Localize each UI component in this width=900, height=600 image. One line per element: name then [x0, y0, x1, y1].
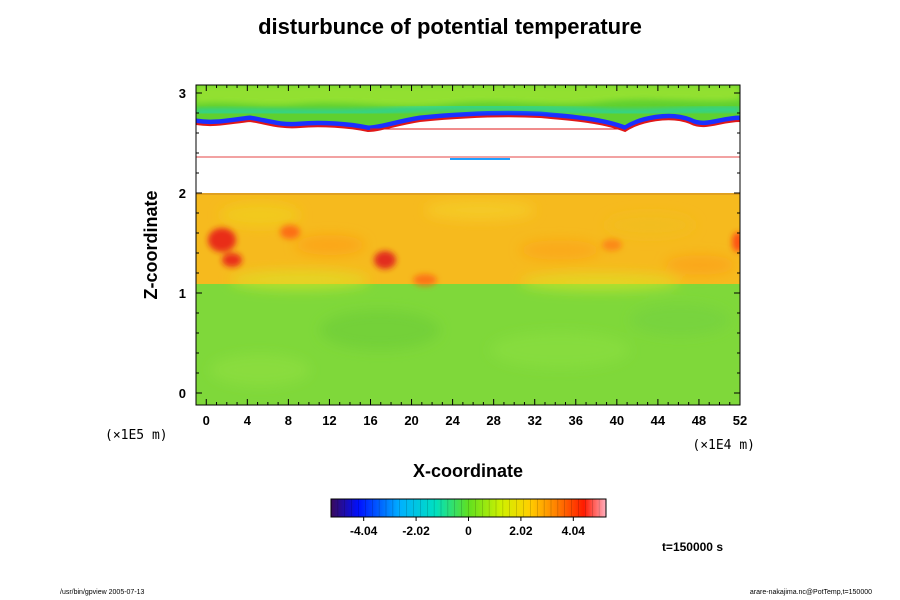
colorbar-tick-label: 2.02 — [509, 524, 533, 538]
x-tick-label: 12 — [322, 413, 336, 428]
field-edge-warm — [196, 115, 740, 133]
footer-left: /usr/bin/gpview 2005-07-13 — [60, 589, 145, 596]
chart-title: disturbunce of potential temperature — [258, 14, 642, 39]
colorbar-tick-label: -4.04 — [350, 524, 378, 538]
colorbar-tick-label: -2.02 — [402, 524, 430, 538]
footer-right: arare-nakajima.nc@PotTemp,t=150000 — [749, 589, 872, 596]
colorbar-tick-label: 0 — [465, 524, 472, 538]
x-tick-label: 32 — [527, 413, 541, 428]
x-tick-label: 24 — [445, 413, 460, 428]
plot-frame — [195, 84, 741, 406]
field-lower-layer — [196, 284, 740, 405]
field-undefined-band — [196, 117, 740, 194]
field-hotspots — [208, 225, 740, 286]
x-tick-label: 44 — [651, 413, 666, 428]
time-label: t=150000 s — [662, 540, 723, 554]
x-tick-label: 16 — [363, 413, 377, 428]
x-unit-label: (×1E4 m) — [692, 438, 755, 453]
x-tick-label: 36 — [569, 413, 583, 428]
colorbar: -4.04 -2.02 0 2.02 4.04 — [330, 498, 607, 538]
y-tick-label: 1 — [179, 286, 186, 301]
x-axis-title: X-coordinate — [413, 461, 523, 481]
y-tick-label: 0 — [179, 386, 186, 401]
x-tick-label: 8 — [285, 413, 292, 428]
field-texture — [210, 200, 735, 386]
x-tick-label: 48 — [692, 413, 706, 428]
colorbar-ticks: -4.04 -2.02 0 2.02 4.04 — [337, 499, 600, 538]
y-unit-label: (×1E5 m) — [105, 428, 168, 443]
x-tick-label: 52 — [733, 413, 747, 428]
y-axis-title: Z-coordinate — [141, 190, 161, 299]
x-tick-label: 4 — [244, 413, 252, 428]
x-tick-label: 40 — [610, 413, 624, 428]
x-tick-label: 28 — [486, 413, 500, 428]
colorbar-tick-label: 4.04 — [562, 524, 586, 538]
field-edge-cold — [196, 110, 740, 131]
x-tick-label: 0 — [203, 413, 210, 428]
y-tick-label: 3 — [179, 86, 186, 101]
y-tick-label: 2 — [179, 186, 186, 201]
x-tick-label: 20 — [404, 413, 418, 428]
field-plot — [196, 85, 740, 405]
